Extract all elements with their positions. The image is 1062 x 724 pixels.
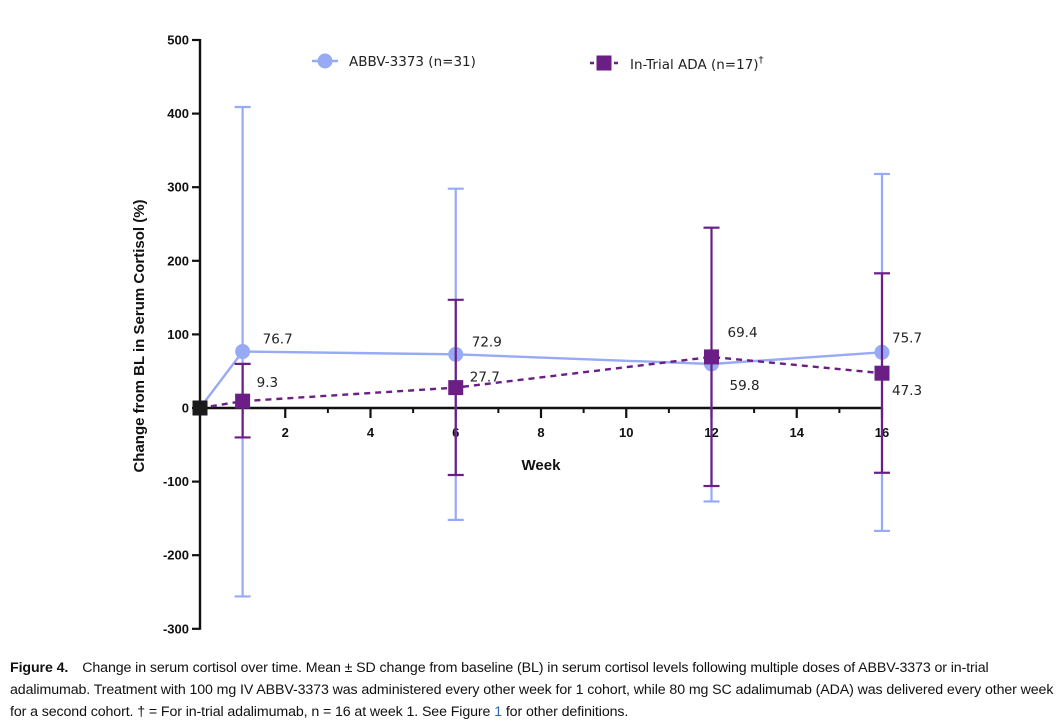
data-label: 27.7 xyxy=(470,370,500,386)
caption-text-end: for other definitions. xyxy=(502,704,629,720)
series-layer: 76.7 72.9 59.8 75.7 9.3 27.7 69.4 47.3 xyxy=(192,105,922,598)
y-tick-label: 300 xyxy=(167,180,189,195)
x-tick-label: 14 xyxy=(790,425,805,440)
x-tick-label: 2 xyxy=(282,425,289,440)
legend-label: ABBV-3373 (n=31) xyxy=(349,54,476,70)
y-tick-label: 100 xyxy=(167,327,189,342)
data-point-square xyxy=(235,393,251,409)
data-point-square xyxy=(448,380,464,396)
figure-caption: Figure 4. Change in serum cortisol over t… xyxy=(10,657,1055,723)
data-label: 47.3 xyxy=(892,383,922,399)
data-point-square xyxy=(874,365,890,381)
data-label: 69.4 xyxy=(728,325,758,341)
x-tick-label: 8 xyxy=(537,425,544,440)
x-axis-title: Week xyxy=(522,457,562,474)
axes: 5004003002001000-100-200-300246810121416… xyxy=(131,33,889,637)
y-axis-title: Change from BL in Serum Cortisol (%) xyxy=(131,199,148,472)
data-label: 9.3 xyxy=(257,375,278,391)
data-label: 75.7 xyxy=(892,330,922,346)
y-tick-label: -100 xyxy=(163,474,189,489)
figure-link[interactable]: 1 xyxy=(494,704,502,720)
y-tick-label: 200 xyxy=(167,253,189,268)
legend-item-abbv-3373: ABBV-3373 (n=31) xyxy=(312,53,476,70)
legend-marker-circle xyxy=(317,53,333,69)
origin-point xyxy=(192,400,208,416)
legend-marker-square xyxy=(596,55,612,71)
caption-text: Change in serum cortisol over time. Mean… xyxy=(10,660,1054,720)
legend: ABBV-3373 (n=31) In-Trial ADA (n=17)† xyxy=(312,53,764,73)
legend-item-in-trial-ada: In-Trial ADA (n=17)† xyxy=(590,55,764,73)
series-abbv-3373: 76.7 72.9 59.8 75.7 xyxy=(192,105,922,598)
y-tick-label: -300 xyxy=(163,621,189,636)
y-tick-label: 500 xyxy=(167,33,189,48)
series-line xyxy=(199,355,883,410)
y-tick-label: -200 xyxy=(163,548,189,563)
y-tick-label: 400 xyxy=(167,106,189,121)
data-label: 76.7 xyxy=(263,332,293,348)
data-point-circle xyxy=(235,344,251,360)
data-label: 72.9 xyxy=(472,334,502,350)
cortisol-chart: 5004003002001000-100-200-300246810121416… xyxy=(131,33,922,637)
y-tick-label: 0 xyxy=(182,401,189,416)
caption-label: Figure 4. xyxy=(10,660,69,676)
series-line xyxy=(199,350,883,409)
legend-superscript: † xyxy=(759,55,764,66)
data-label: 59.8 xyxy=(730,378,760,394)
x-tick-label: 4 xyxy=(367,425,375,440)
x-tick-label: 10 xyxy=(619,425,633,440)
data-point-square xyxy=(704,349,719,365)
legend-label: In-Trial ADA (n=17)† xyxy=(630,55,764,73)
